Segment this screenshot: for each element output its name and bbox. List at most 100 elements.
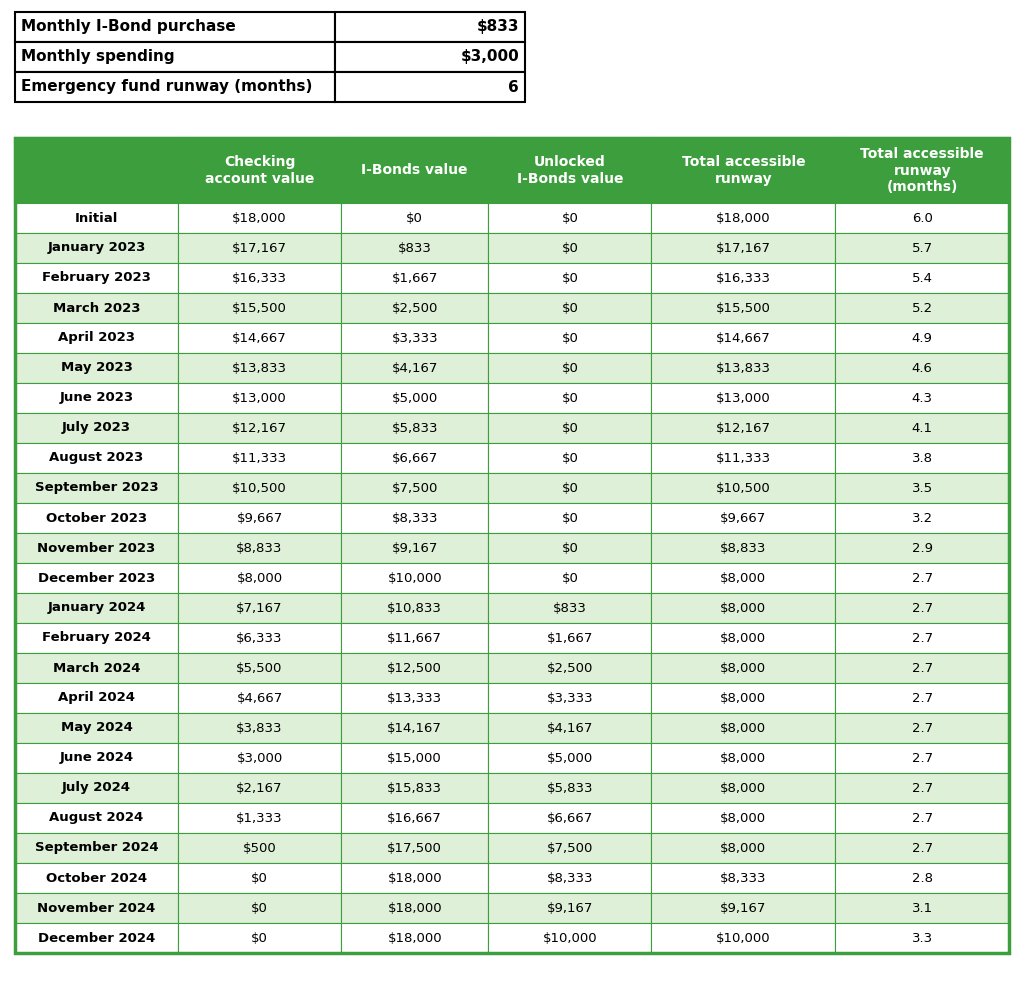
- Bar: [178, 713, 341, 743]
- Bar: [15, 533, 178, 563]
- Bar: [178, 203, 341, 233]
- Text: $10,000: $10,000: [543, 931, 597, 944]
- Text: $833: $833: [476, 20, 519, 35]
- Bar: [341, 263, 488, 293]
- Bar: [15, 833, 178, 863]
- Bar: [836, 623, 1009, 653]
- Bar: [651, 353, 836, 383]
- Text: $0: $0: [407, 212, 423, 225]
- Bar: [341, 743, 488, 773]
- Bar: [15, 743, 178, 773]
- Bar: [836, 863, 1009, 893]
- Bar: [836, 773, 1009, 803]
- Bar: [651, 413, 836, 443]
- Bar: [651, 203, 836, 233]
- Text: $13,833: $13,833: [716, 362, 771, 375]
- Text: $12,167: $12,167: [232, 421, 287, 434]
- Text: $11,333: $11,333: [232, 451, 287, 464]
- Bar: [836, 503, 1009, 533]
- Bar: [341, 623, 488, 653]
- Text: $8,000: $8,000: [720, 842, 767, 855]
- Text: $5,833: $5,833: [391, 421, 438, 434]
- Text: $2,500: $2,500: [391, 301, 438, 314]
- Bar: [178, 833, 341, 863]
- Bar: [341, 413, 488, 443]
- Text: December 2023: December 2023: [38, 572, 156, 584]
- Text: $9,167: $9,167: [547, 902, 593, 914]
- Text: April 2024: April 2024: [58, 692, 135, 705]
- Bar: [341, 323, 488, 353]
- Text: 5.2: 5.2: [911, 301, 933, 314]
- Bar: [15, 443, 178, 473]
- Text: June 2024: June 2024: [59, 751, 133, 764]
- Text: $0: $0: [251, 872, 268, 885]
- Text: $15,500: $15,500: [716, 301, 771, 314]
- Text: 2.8: 2.8: [911, 872, 933, 885]
- Bar: [335, 42, 525, 72]
- Bar: [836, 563, 1009, 593]
- Text: $12,500: $12,500: [387, 661, 442, 675]
- Text: $10,000: $10,000: [387, 572, 442, 584]
- Text: $8,833: $8,833: [237, 542, 283, 555]
- Text: $9,667: $9,667: [237, 512, 283, 525]
- Text: $833: $833: [397, 242, 432, 254]
- Text: Total accessible
runway: Total accessible runway: [682, 155, 805, 186]
- Text: $10,833: $10,833: [387, 601, 442, 614]
- Text: November 2024: November 2024: [38, 902, 156, 914]
- Bar: [178, 803, 341, 833]
- Text: $18,000: $18,000: [232, 212, 287, 225]
- Bar: [178, 563, 341, 593]
- Text: July 2024: July 2024: [62, 781, 131, 794]
- Bar: [178, 293, 341, 323]
- Text: June 2023: June 2023: [59, 392, 133, 405]
- Bar: [341, 833, 488, 863]
- Bar: [15, 773, 178, 803]
- Bar: [341, 863, 488, 893]
- Bar: [651, 773, 836, 803]
- Text: Monthly I-Bond purchase: Monthly I-Bond purchase: [22, 20, 236, 35]
- Text: December 2024: December 2024: [38, 931, 156, 944]
- Text: $0: $0: [561, 512, 579, 525]
- Bar: [341, 593, 488, 623]
- Bar: [488, 743, 651, 773]
- Bar: [15, 653, 178, 683]
- Text: $9,167: $9,167: [720, 902, 767, 914]
- Bar: [651, 683, 836, 713]
- Text: $6,667: $6,667: [547, 811, 593, 824]
- Bar: [341, 503, 488, 533]
- Text: $13,000: $13,000: [716, 392, 771, 405]
- Text: 2.7: 2.7: [911, 842, 933, 855]
- Text: $8,000: $8,000: [720, 781, 767, 794]
- Text: March 2024: March 2024: [53, 661, 140, 675]
- Text: $0: $0: [561, 542, 579, 555]
- Text: $0: $0: [561, 392, 579, 405]
- Text: $15,833: $15,833: [387, 781, 442, 794]
- Text: $3,333: $3,333: [547, 692, 593, 705]
- Bar: [15, 623, 178, 653]
- Text: $17,167: $17,167: [232, 242, 287, 254]
- Text: $0: $0: [561, 212, 579, 225]
- Bar: [15, 203, 178, 233]
- Text: March 2023: March 2023: [53, 301, 140, 314]
- Text: $0: $0: [561, 301, 579, 314]
- Text: $10,500: $10,500: [716, 481, 771, 494]
- Bar: [651, 653, 836, 683]
- Text: $11,333: $11,333: [716, 451, 771, 464]
- Text: $16,333: $16,333: [716, 271, 771, 284]
- Bar: [836, 263, 1009, 293]
- Bar: [178, 473, 341, 503]
- Text: 2.9: 2.9: [911, 542, 933, 555]
- Bar: [341, 713, 488, 743]
- Bar: [15, 893, 178, 923]
- Bar: [178, 683, 341, 713]
- Bar: [15, 803, 178, 833]
- Bar: [836, 383, 1009, 413]
- Bar: [836, 743, 1009, 773]
- Bar: [836, 893, 1009, 923]
- Text: 2.7: 2.7: [911, 811, 933, 824]
- Text: $17,500: $17,500: [387, 842, 442, 855]
- Text: $5,833: $5,833: [547, 781, 593, 794]
- Text: 3.1: 3.1: [911, 902, 933, 914]
- Bar: [15, 473, 178, 503]
- Text: $0: $0: [561, 362, 579, 375]
